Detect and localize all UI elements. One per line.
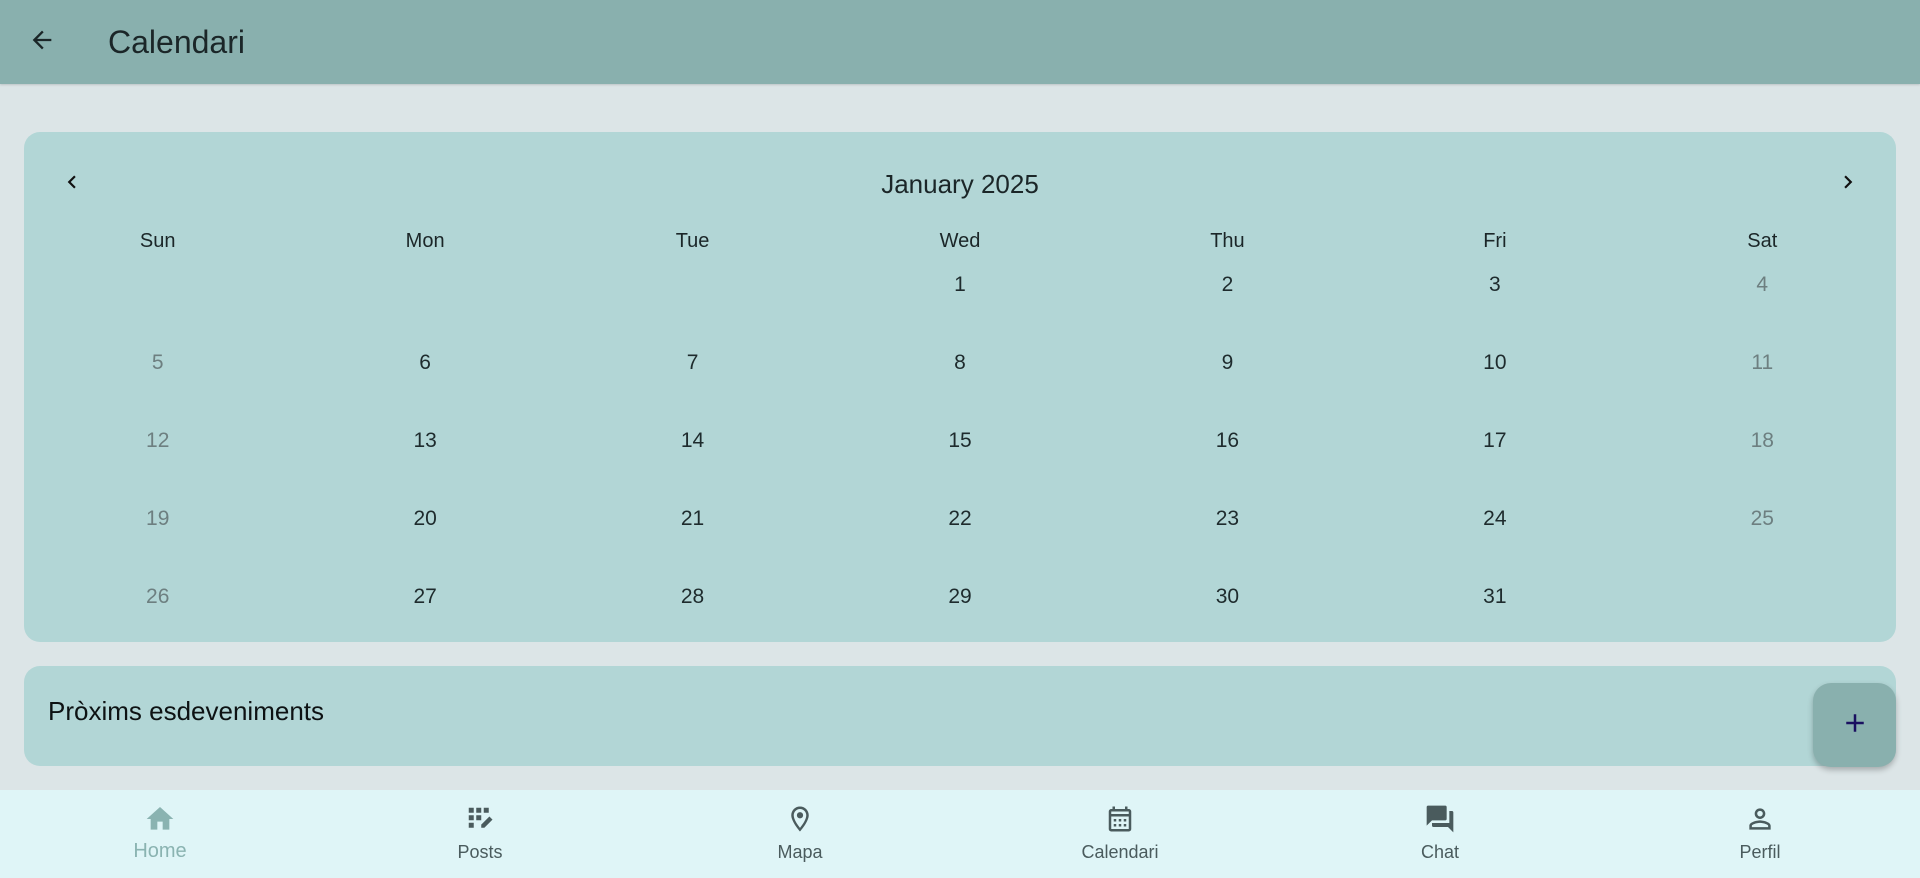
calendar-day[interactable]: 24	[1483, 507, 1507, 530]
nav-label: Chat	[1420, 842, 1460, 862]
calendar-day[interactable]: 12	[146, 429, 170, 452]
calendar-day[interactable]: 30	[1215, 585, 1240, 608]
chat-icon	[1423, 802, 1457, 836]
calendar-day[interactable]: 13	[413, 429, 437, 452]
calendar-day[interactable]: 20	[413, 507, 437, 530]
weekday-label: Sat	[1747, 230, 1778, 252]
calendar-day[interactable]: 4	[1756, 273, 1769, 296]
prev-month-button[interactable]	[52, 164, 92, 204]
calendar-day[interactable]: 1	[954, 273, 966, 296]
calendar-day[interactable]: 18	[1750, 429, 1774, 452]
app-bar: Calendari	[0, 0, 1920, 84]
nav-label: Calendari	[1081, 842, 1159, 862]
calendar-day[interactable]: 10	[1483, 351, 1507, 374]
bottom-navigation: Home Posts Mapa Calendari	[0, 790, 1920, 878]
calendar-day[interactable]: 7	[686, 351, 699, 374]
calendar-day-empty	[291, 270, 558, 348]
add-event-button[interactable]	[1813, 683, 1896, 767]
next-month-button[interactable]	[1828, 164, 1868, 204]
chevron-left-icon	[59, 169, 85, 200]
calendar-day-empty	[1629, 582, 1896, 660]
nav-item-calendari[interactable]: Calendari	[960, 790, 1280, 878]
calendar-day[interactable]: 26	[146, 585, 170, 608]
posts-icon	[463, 802, 497, 836]
calendar-day[interactable]: 5	[151, 351, 164, 374]
nav-label: Posts	[457, 842, 503, 862]
calendar-day[interactable]: 23	[1215, 507, 1240, 530]
calendar-day[interactable]: 2	[1221, 273, 1234, 296]
calendar-day[interactable]: 15	[948, 429, 972, 452]
weekday-label: Wed	[939, 230, 981, 252]
weekday-label: Mon	[405, 230, 445, 252]
calendar-day[interactable]: 25	[1750, 507, 1774, 530]
calendar-day[interactable]: 19	[146, 507, 170, 530]
weekday-header-row: Sun Mon Tue Wed Thu Fri Sat	[24, 226, 1896, 256]
calendar-day[interactable]: 28	[680, 585, 705, 608]
calendar-day[interactable]: 17	[1483, 429, 1507, 452]
chevron-right-icon	[1835, 169, 1861, 200]
calendar-day[interactable]: 8	[954, 351, 966, 374]
calendar-day-empty	[24, 270, 291, 348]
plus-icon	[1840, 708, 1870, 743]
nav-label: Home	[133, 840, 187, 862]
calendar-day[interactable]: 21	[680, 507, 705, 530]
calendar-header: January 2025	[24, 160, 1896, 208]
page-title: Calendari	[108, 23, 245, 60]
nav-item-posts[interactable]: Posts	[320, 790, 640, 878]
upcoming-events-card: Pròxims esdeveniments	[24, 666, 1896, 766]
nav-item-chat[interactable]: Chat	[1280, 790, 1600, 878]
calendar-day[interactable]: 29	[948, 585, 972, 608]
weekday-label: Sun	[139, 230, 176, 252]
weekday-label: Fri	[1483, 230, 1507, 252]
back-button[interactable]	[18, 18, 66, 66]
calendar-day[interactable]: 16	[1215, 429, 1240, 452]
nav-label: Perfil	[1739, 842, 1781, 862]
nav-item-home[interactable]: Home	[0, 790, 320, 878]
location-pin-icon	[783, 802, 817, 836]
nav-item-mapa[interactable]: Mapa	[640, 790, 960, 878]
calendar-day[interactable]: 27	[413, 585, 437, 608]
calendar-day[interactable]: 22	[948, 507, 972, 530]
calendar-day-grid: 1 2 3 4 5 6 7 8 9 10 11 12 13 14 15 16 1…	[24, 270, 1896, 660]
calendar-day[interactable]: 6	[419, 351, 431, 374]
calendar-card: January 2025 Sun Mon Tue Wed Thu Fri Sat…	[24, 132, 1896, 642]
nav-item-perfil[interactable]: Perfil	[1600, 790, 1920, 878]
nav-label: Mapa	[777, 842, 823, 862]
arrow-back-icon	[28, 26, 56, 59]
calendar-day[interactable]: 11	[1751, 351, 1774, 374]
weekday-label: Tue	[675, 230, 710, 252]
person-icon	[1743, 802, 1777, 836]
home-icon	[143, 802, 177, 836]
calendar-day[interactable]: 9	[1221, 351, 1234, 374]
calendar-day[interactable]: 14	[680, 429, 705, 452]
month-label: January 2025	[881, 168, 1039, 199]
calendar-icon	[1103, 802, 1137, 836]
weekday-label: Thu	[1210, 230, 1245, 252]
calendar-day[interactable]: 31	[1483, 585, 1507, 608]
upcoming-events-title: Pròxims esdeveniments	[48, 696, 324, 726]
calendar-day[interactable]: 3	[1489, 273, 1501, 296]
calendar-day-empty	[559, 270, 826, 348]
